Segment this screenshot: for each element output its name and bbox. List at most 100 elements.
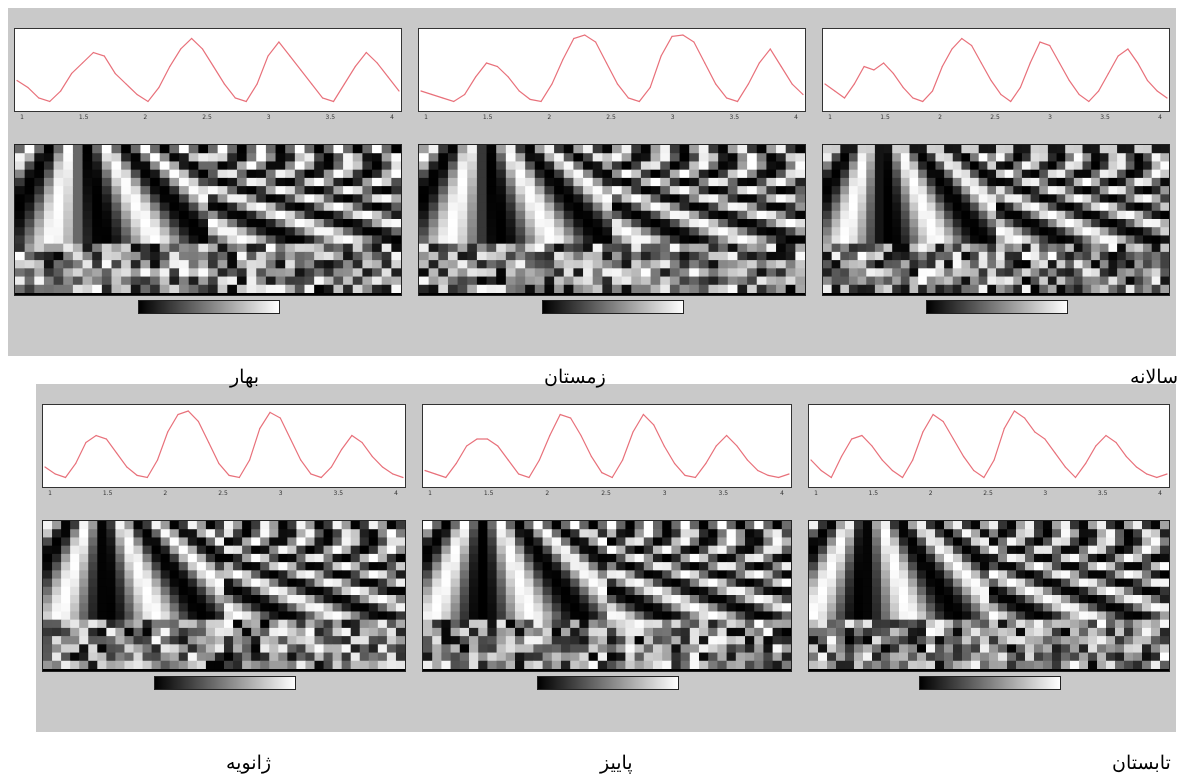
data-point xyxy=(1024,417,1026,419)
heatmap-cell xyxy=(372,243,383,253)
heatmap-cell xyxy=(242,619,252,629)
heatmap-cell xyxy=(124,611,134,621)
heatmap-cell xyxy=(1151,660,1161,669)
heatmap-cell xyxy=(1016,537,1026,547)
heatmap-cell xyxy=(217,145,228,154)
heatmap-cell xyxy=(631,268,642,278)
heatmap-cell xyxy=(428,251,439,261)
heatmap-cell xyxy=(708,578,718,588)
data-point xyxy=(238,476,240,479)
heatmap-cell xyxy=(962,603,972,612)
colorbar xyxy=(138,300,280,314)
heatmap-cell xyxy=(1079,553,1089,563)
heatmap-cell xyxy=(352,227,363,236)
heatmap-cell xyxy=(256,202,267,212)
data-point xyxy=(64,476,67,479)
heatmap-cell xyxy=(242,644,252,654)
x-tick-label: 3 xyxy=(1048,114,1052,121)
heatmap-cell xyxy=(776,202,787,212)
heatmap-cell xyxy=(776,260,787,269)
heatmap-cell xyxy=(1133,644,1143,654)
heatmap-cell xyxy=(486,284,497,293)
heatmap-cell xyxy=(314,562,325,571)
heatmap-cell xyxy=(305,652,315,662)
heatmap-cell xyxy=(150,145,161,154)
heatmap-cell xyxy=(926,153,936,162)
heatmap-cell xyxy=(1043,570,1053,580)
heatmap-cell xyxy=(952,210,962,220)
heatmap-cell xyxy=(505,219,516,228)
heatmap-cell xyxy=(634,578,645,588)
heatmap-cell xyxy=(1097,660,1107,669)
heatmap-cell xyxy=(496,553,507,563)
heatmap-cell xyxy=(341,562,352,571)
heatmap-cell xyxy=(607,636,617,645)
heatmap-cell xyxy=(1073,186,1083,195)
heatmap-cell xyxy=(419,186,430,195)
heatmap-cell xyxy=(621,251,632,261)
heatmap-cell xyxy=(188,268,199,278)
heatmap-cell xyxy=(467,276,478,286)
heatmap-cell xyxy=(1151,603,1161,612)
heatmap-cell xyxy=(428,268,439,278)
heatmap-cell xyxy=(106,619,116,629)
heatmap-cell xyxy=(996,219,1006,228)
heatmap-cell xyxy=(909,194,919,204)
heatmap-cell xyxy=(1142,578,1152,588)
heatmap-cell xyxy=(314,227,325,236)
heatmap-cell xyxy=(708,562,718,571)
heatmap-cell xyxy=(754,553,764,563)
heatmap-cell xyxy=(294,268,305,278)
heatmap-cell xyxy=(82,276,93,286)
heatmap-cell xyxy=(708,186,719,195)
heatmap-cell xyxy=(52,644,62,654)
heatmap-cell xyxy=(952,177,962,187)
heatmap-cell xyxy=(515,636,525,645)
heatmap-cell xyxy=(419,194,430,204)
heatmap-cell xyxy=(573,284,584,293)
heatmap-cell xyxy=(579,570,590,580)
heatmap-cell xyxy=(386,627,397,637)
heatmap-cell xyxy=(900,169,910,179)
data-point xyxy=(16,79,18,82)
heatmap-cell xyxy=(130,169,141,179)
heatmap-cell xyxy=(34,153,45,162)
data-point xyxy=(1013,410,1016,412)
heatmap-cell xyxy=(745,586,755,596)
heatmap-cell xyxy=(305,553,315,563)
heatmap-cell xyxy=(217,260,228,269)
heatmap-cell xyxy=(573,235,584,245)
heatmap-cell xyxy=(1125,251,1135,261)
heatmap-cell xyxy=(1030,276,1040,286)
heatmap-cell xyxy=(818,627,828,637)
data-point xyxy=(1039,41,1041,43)
heatmap-cell xyxy=(533,652,544,662)
heatmap-cell xyxy=(625,627,636,637)
heatmap-cell xyxy=(251,603,261,612)
heatmap-cell xyxy=(1124,636,1134,645)
heatmap-cell xyxy=(275,145,286,154)
heatmap-cell xyxy=(551,570,562,580)
heatmap-cell xyxy=(515,284,526,293)
heatmap-cell xyxy=(285,243,296,253)
heatmap-cell xyxy=(179,145,190,154)
heatmap-cell xyxy=(795,251,805,261)
heatmap-cell xyxy=(845,619,855,629)
heatmap-cell xyxy=(251,553,261,563)
heatmap-cell xyxy=(625,644,636,654)
heatmap-cell xyxy=(747,235,758,245)
heatmap-cell xyxy=(785,153,796,162)
heatmap-cell xyxy=(643,521,654,530)
heatmap-cell xyxy=(256,145,267,154)
heatmap-cell xyxy=(579,636,590,645)
heatmap-cell xyxy=(287,578,297,588)
heatmap-cell xyxy=(747,251,758,261)
heatmap-cell xyxy=(1142,660,1152,669)
heatmap-cell xyxy=(97,611,107,621)
heatmap-cell xyxy=(1106,660,1116,669)
heatmap-cell xyxy=(583,260,594,269)
heatmap-cell xyxy=(214,644,225,654)
heatmap-cell xyxy=(699,644,709,654)
heatmap-cell xyxy=(447,219,459,228)
heatmap-cell xyxy=(92,194,103,204)
